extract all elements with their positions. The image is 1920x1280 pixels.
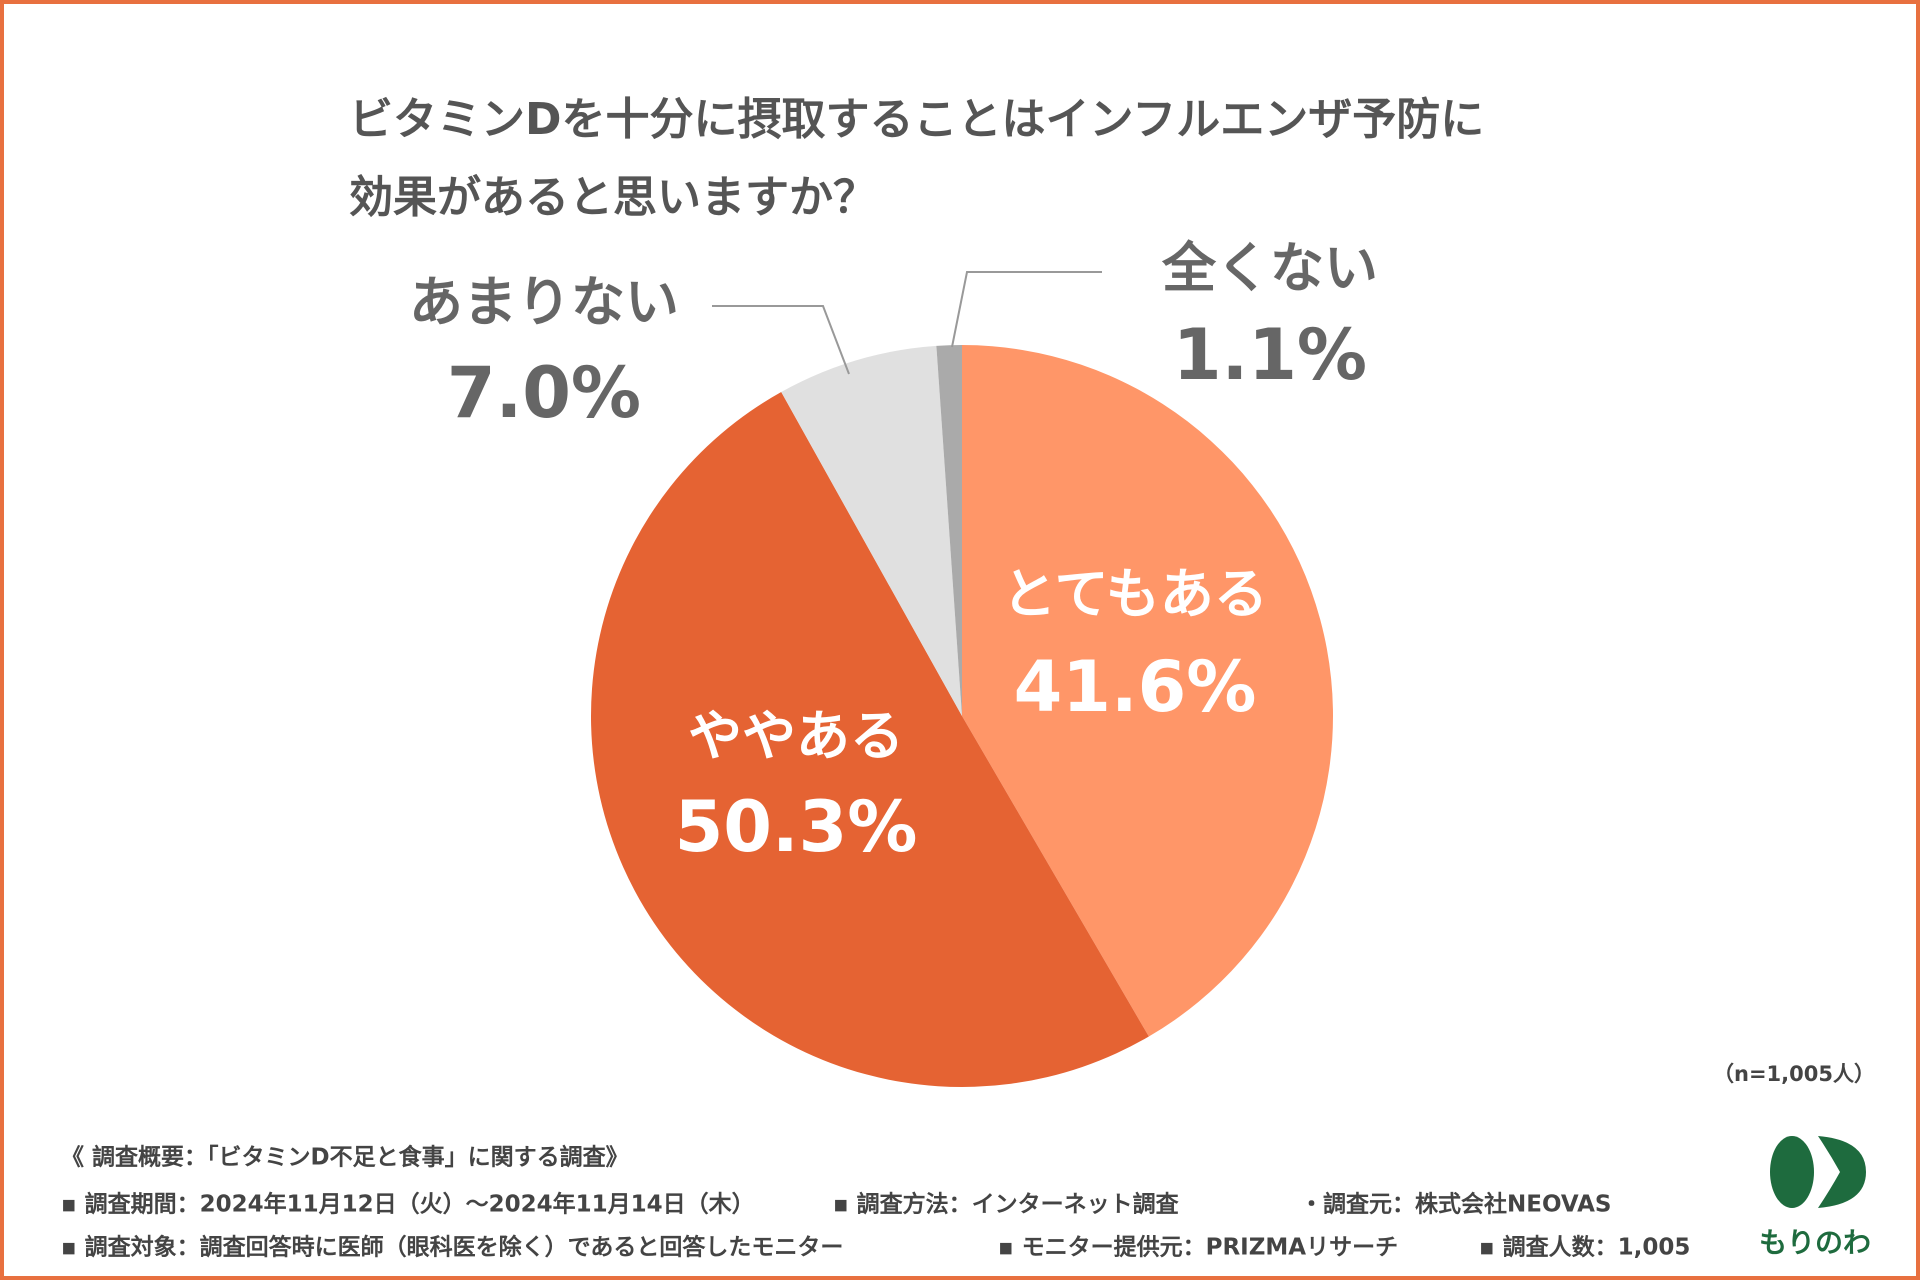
value-label: 1.1%: [1173, 314, 1367, 396]
footer-item: ▪ モニター提供元：PRIZMAリサーチ: [998, 1234, 1398, 1261]
sample-note: （n=1,005人）: [1713, 1062, 1875, 1086]
chart-title: 効果があると思いますか？: [349, 172, 877, 223]
slice-label: ややある: [688, 705, 904, 768]
value-label: 7.0%: [447, 352, 641, 434]
logo-text: もりのわ: [1759, 1226, 1871, 1259]
footer-item: ▪ 調査方法：インターネット調査: [833, 1191, 1179, 1218]
pie-slice: [936, 345, 962, 716]
footer-item: ▪ 調査期間：2024年11月12日（火）～2024年11月14日（木）: [61, 1191, 755, 1218]
slice-label: 全くない: [1161, 237, 1378, 300]
logo: もりのわ: [1759, 1136, 1871, 1259]
leader-line: [712, 305, 850, 375]
chart-title: ビタミンDを十分に摂取することはインフルエンザ予防に: [349, 94, 1484, 145]
slice-label: とてもある: [1002, 563, 1268, 626]
logo-leaf: [1770, 1136, 1814, 1208]
value-label: 50.3%: [675, 786, 918, 868]
slice-label: あまりない: [409, 271, 679, 334]
pie-slice: [962, 345, 1333, 1037]
value-label: 41.6%: [1014, 646, 1257, 728]
logo-leaf: [1818, 1136, 1866, 1208]
leader-line: [951, 271, 1102, 348]
footer-item: ▪ 調査対象：調査回答時に医師（眼科医を除く）であると回答したモニター: [61, 1234, 843, 1261]
footer-heading: 《 調査概要：「ビタミンD不足と食事」に関する調査》: [61, 1144, 629, 1171]
footer-item: ▪ 調査人数：1,005: [1479, 1234, 1690, 1261]
footer-item: ・調査元：株式会社NEOVAS: [1300, 1191, 1612, 1218]
pie-slice: [591, 392, 1149, 1087]
pie-slice: [781, 345, 962, 716]
pie: [591, 345, 1333, 1087]
